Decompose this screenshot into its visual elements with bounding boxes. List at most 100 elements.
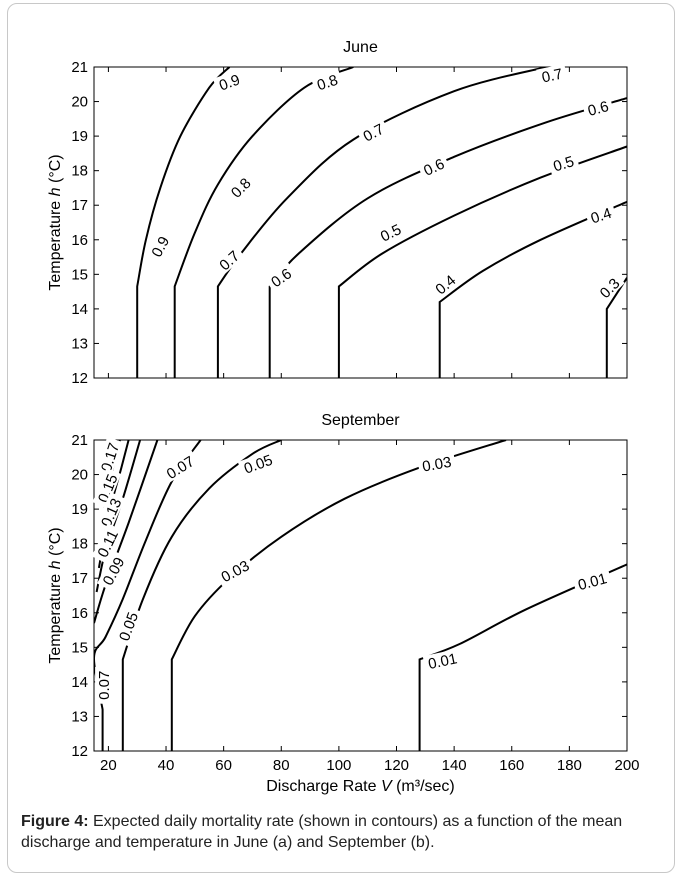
contour-label-group: 0.03 — [417, 452, 457, 476]
contour-label-group: 0.7 — [356, 118, 390, 146]
y-axis-title-text: Temperature — [47, 569, 64, 663]
contour-label: 0.7 — [540, 66, 564, 87]
contour-label: 0.8 — [315, 72, 340, 95]
plot-area-frame — [93, 439, 628, 752]
contour-label-group: 0.5 — [374, 218, 407, 246]
x-tick-label: 200 — [614, 757, 639, 774]
contour-label-group: 0.03 — [214, 554, 255, 587]
figure-caption: Figure 4: Expected daily mortality rate … — [21, 811, 661, 853]
x-tick-label: 120 — [384, 757, 409, 774]
contour-label-group: 0.05 — [237, 449, 278, 478]
contour-label-halo — [113, 606, 142, 647]
contour-label-halo — [547, 151, 580, 175]
y-tick-label: 12 — [71, 743, 88, 760]
y-tick-label: 19 — [71, 128, 88, 145]
contour-label-group: 0.7 — [212, 244, 245, 276]
contour-label-group: 0.9 — [212, 69, 246, 95]
y-tick-label: 14 — [71, 301, 88, 318]
x-tick-label: 180 — [557, 757, 582, 774]
contour-line-0_07 — [94, 440, 202, 751]
contour-label: 0.01 — [427, 650, 459, 673]
y-axis-title-symbol: h — [47, 187, 64, 196]
contour-label-group: 0.4 — [584, 202, 617, 228]
y-tick-label: 20 — [71, 467, 88, 484]
y-axis-title-unit: (°C) — [47, 154, 64, 187]
contour-label-halo — [97, 550, 129, 591]
y-tick-label: 16 — [71, 232, 88, 249]
contour-line-0_7 — [216, 67, 547, 378]
x-axis-title-unit: (m³/sec) — [392, 778, 455, 795]
contour-label-group: 0.05 — [113, 606, 142, 647]
x-axis-title-text: Discharge Rate — [266, 778, 381, 795]
y-axis-title-symbol: h — [47, 560, 64, 569]
contour-label: 0.17 — [98, 441, 123, 474]
contour-label-halo — [584, 202, 617, 227]
contour-label-halo — [95, 666, 112, 704]
contour-line-0_5 — [337, 145, 627, 378]
contour-label-group: 0.9 — [145, 229, 174, 263]
x-axis-title-symbol: V — [381, 778, 393, 795]
panel-title: September — [321, 412, 400, 429]
x-tick-label: 40 — [158, 757, 175, 774]
contour-label-halo — [212, 244, 245, 276]
contour-line-0_6 — [268, 97, 627, 378]
x-tick-label: 80 — [273, 757, 290, 774]
contour-label: 0.07 — [96, 671, 113, 700]
contour-line-0_9 — [136, 67, 231, 378]
y-axis-title: Temperature h (°C) — [47, 154, 64, 290]
contour-label-group: 0.6 — [417, 152, 450, 180]
contour-label-group: 0.8 — [224, 171, 256, 203]
contour-label-halo — [237, 449, 278, 478]
contour-label-halo — [311, 69, 344, 94]
contour-label-halo — [95, 492, 126, 533]
contour-label-group: 0.6 — [582, 96, 614, 120]
contour-label-halo — [212, 69, 246, 94]
contour-label-halo — [356, 118, 390, 146]
contour-lines — [94, 440, 627, 751]
y-axis-title: Temperature h (°C) — [47, 527, 64, 663]
contour-label: 0.05 — [242, 452, 275, 478]
contour-label: 0.6 — [586, 98, 611, 120]
x-tick-label: 60 — [215, 757, 232, 774]
contour-label: 0.9 — [217, 71, 242, 94]
y-tick-label: 15 — [71, 639, 88, 656]
contour-label-halo — [422, 648, 463, 672]
y-axis-title-unit: (°C) — [47, 527, 64, 560]
contour-label-group: 0.07 — [160, 450, 200, 484]
contour-label: 0.01 — [576, 570, 609, 594]
y-tick-label: 18 — [71, 163, 88, 180]
y-tick-label: 17 — [71, 197, 88, 214]
contour-label: 0.4 — [589, 205, 614, 228]
contour-label-halo — [593, 271, 625, 304]
x-tick-label: 100 — [326, 757, 351, 774]
y-tick-label: 13 — [71, 708, 88, 725]
september-panel: September 12 13 14 15 16 17 18 19 20 21 20 40 60 80 100… — [47, 412, 640, 795]
contour-label-group: 0.01 — [422, 648, 463, 673]
contour-label-halo — [417, 152, 450, 180]
x-tick-label: 160 — [499, 757, 524, 774]
contour-label-halo — [264, 262, 298, 292]
x-axis-title: Discharge Rate V (m³/sec) — [266, 778, 455, 795]
contour-label-group: 0.07 — [95, 666, 113, 704]
y-tick-label: 16 — [71, 605, 88, 622]
y-tick-label: 19 — [71, 501, 88, 518]
contour-line-0_8 — [173, 67, 354, 378]
y-tick-label: 12 — [71, 370, 88, 387]
y-tick-label: 21 — [71, 432, 88, 449]
contour-label-halo — [428, 268, 461, 300]
june-panel: June 12 13 14 15 16 17 18 19 20 21 Temperature h (°… — [47, 39, 628, 387]
caption-text: Expected daily mortality rate (shown in … — [21, 813, 623, 851]
contour-label: 0.03 — [421, 454, 453, 476]
y-tick-label: 20 — [71, 94, 88, 111]
panel-title: June — [343, 39, 378, 56]
caption-label: Figure 4: — [21, 813, 89, 830]
x-tick-label: 140 — [442, 757, 467, 774]
y-tick-label: 14 — [71, 674, 88, 691]
x-tick-label: 20 — [100, 757, 117, 774]
contour-label-group: 0.8 — [311, 69, 344, 95]
y-axis-title-text: Temperature — [47, 196, 64, 290]
contour-label-halo — [160, 450, 200, 484]
y-tick-label: 15 — [71, 266, 88, 283]
contour-label-halo — [214, 554, 255, 587]
